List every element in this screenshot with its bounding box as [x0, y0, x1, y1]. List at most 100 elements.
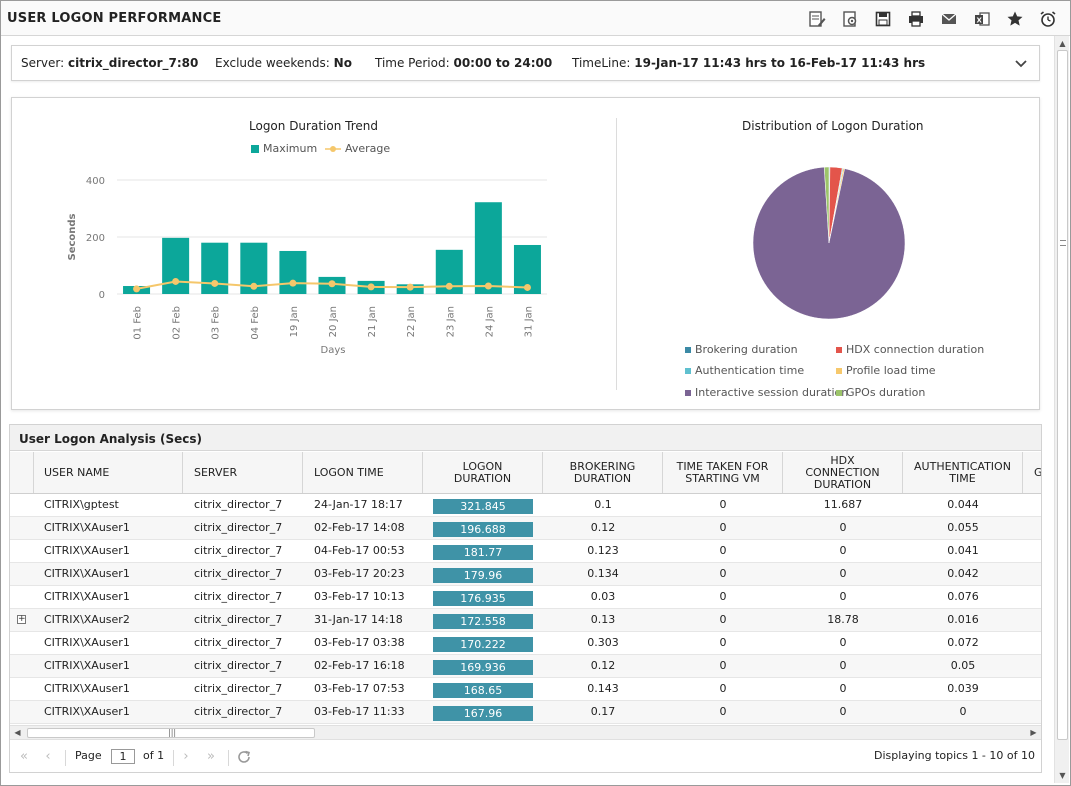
table-row[interactable]: CITRIX\XAuser1 citrix_director_7 03-Feb-17…	[10, 586, 1041, 609]
y-tick-label: 400	[86, 176, 105, 187]
print-button[interactable]	[899, 8, 932, 30]
timeline-value: 19-Jan-17 11:43 hrs to 16-Feb-17 11:43 h…	[634, 56, 926, 70]
table-row[interactable]: CITRIX\XAuser1 citrix_director_7 02-Feb-17…	[10, 517, 1041, 540]
average-point-04-feb	[250, 282, 258, 290]
pagination-bar: « ‹ Page 1 of 1 › » Displaying topics 1 …	[10, 743, 1041, 772]
cell-user-name: CITRIX\XAuser1	[44, 636, 130, 649]
column-header-expander	[10, 452, 34, 493]
table-row[interactable]: CITRIX\XAuser1 citrix_director_7 03-Feb-17…	[10, 632, 1041, 655]
first-page-icon[interactable]: «	[20, 749, 28, 764]
table-row[interactable]: CITRIX\XAuser1 citrix_director_7 04-Feb-17…	[10, 540, 1041, 563]
table-row[interactable]: + CITRIX\XAuser2 citrix_director_7 31-Jan-1…	[10, 609, 1041, 632]
cell-brokering-duration: 0.12	[590, 659, 616, 672]
horizontal-scroll-thumb[interactable]: |||	[27, 728, 315, 738]
column-header-brokering-duration[interactable]: BROKERING DURATION	[543, 452, 663, 493]
save-button[interactable]	[866, 8, 899, 30]
y-tick-label: 200	[86, 233, 105, 244]
cell-authentication-time: 0.072	[947, 636, 979, 649]
cell-user-name: CITRIX\XAuser2	[44, 613, 130, 626]
cell-starting-vm: 0	[719, 567, 727, 580]
column-header-logon-time[interactable]: LOGON TIME	[303, 452, 423, 493]
scroll-down-arrow-icon[interactable]: ▼	[1059, 771, 1066, 780]
cell-server: citrix_director_7	[194, 705, 283, 718]
legend-brokering[interactable]: Brokering duration	[685, 343, 798, 356]
scroll-up-arrow-icon[interactable]: ▲	[1059, 39, 1066, 48]
table-row[interactable]: CITRIX\XAuser1 citrix_director_7 03-Feb-17…	[10, 678, 1041, 701]
legend-swatch	[685, 389, 691, 396]
cell-starting-vm: 0	[719, 613, 727, 626]
chevron-down-icon[interactable]	[1013, 55, 1029, 71]
page-title: USER LOGON PERFORMANCE	[7, 11, 222, 26]
next-page-icon[interactable]: ›	[183, 749, 189, 764]
title-bar: USER LOGON PERFORMANCE X	[1, 1, 1070, 36]
column-header-hdx-connection[interactable]: HDX CONNECTION DURATION	[783, 452, 903, 493]
last-page-icon[interactable]: »	[207, 749, 215, 764]
legend-authentication-label: Authentication time	[695, 364, 805, 377]
cell-user-name: CITRIX\XAuser1	[44, 659, 130, 672]
schedule-button[interactable]	[1031, 8, 1064, 30]
legend-swatch	[685, 346, 691, 353]
cell-logon-time: 02-Feb-17 16:18	[314, 659, 405, 672]
legend-maximum[interactable]: Maximum	[251, 142, 317, 155]
table-row[interactable]: CITRIX\XAuser1 citrix_director_7 03-Feb-17…	[10, 701, 1041, 724]
export-excel-button[interactable]: X	[965, 8, 998, 30]
x-tick-label: 31 Jan	[523, 306, 534, 337]
logon-duration-bar: 170.222	[433, 637, 533, 652]
page-number-input[interactable]: 1	[111, 749, 135, 764]
cell-authentication-time: 0.016	[947, 613, 979, 626]
vertical-scroll-thumb[interactable]	[1057, 50, 1068, 740]
previous-page-icon[interactable]: ‹	[45, 749, 51, 764]
table-row[interactable]: CITRIX\gptest citrix_director_7 24-Jan-17 …	[10, 494, 1041, 517]
cell-logon-time: 24-Jan-17 18:17	[314, 498, 403, 511]
cell-logon-time: 03-Feb-17 07:53	[314, 682, 405, 695]
pie-slice-interactive-session-duration[interactable]	[752, 166, 906, 320]
legend-average[interactable]: Average	[325, 142, 390, 155]
horizontal-scrollbar[interactable]: ◀ ||| ▶	[10, 725, 1041, 740]
cell-brokering-duration: 0.17	[590, 705, 616, 718]
legend-swatch	[836, 389, 842, 396]
page-label: Page	[75, 749, 102, 762]
cell-brokering-duration: 0.12	[590, 521, 616, 534]
cell-authentication-time: 0	[959, 705, 967, 718]
legend-hdx[interactable]: HDX connection duration	[836, 343, 984, 356]
scroll-left-arrow-icon[interactable]: ◀	[14, 728, 21, 737]
refresh-icon[interactable]	[236, 749, 252, 765]
email-button[interactable]	[932, 8, 965, 30]
legend-authentication[interactable]: Authentication time	[685, 364, 804, 377]
column-header-logon-duration[interactable]: LOGON DURATION	[423, 452, 543, 493]
column-header-starting-vm[interactable]: TIME TAKEN FOR STARTING VM	[663, 452, 783, 493]
legend-line-swatch	[325, 145, 341, 152]
pie-slice-gpos-duration[interactable]	[823, 166, 830, 244]
favorite-button[interactable]	[998, 8, 1031, 30]
charts-panel: Logon Duration Trend Maximum Average 0 20…	[11, 97, 1040, 410]
legend-profile[interactable]: Profile load time	[836, 364, 936, 377]
period-value: 00:00 to 24:00	[453, 56, 553, 70]
table-row[interactable]: CITRIX\XAuser1 citrix_director_7 03-Feb-17…	[10, 563, 1041, 586]
cell-hdx-connection: 0	[839, 682, 847, 695]
grip-icon	[1060, 240, 1066, 246]
legend-gpos[interactable]: GPOs duration	[836, 386, 925, 399]
legend-interactive[interactable]: Interactive session duration	[685, 386, 848, 399]
vertical-scrollbar[interactable]: ▲ ▼	[1054, 36, 1069, 783]
column-header-user-name[interactable]: USER NAME	[34, 452, 183, 493]
edit-report-button[interactable]	[800, 8, 833, 30]
average-point-31-jan	[523, 283, 531, 291]
config-icon	[842, 11, 856, 27]
page-count-label: of 1	[143, 749, 165, 762]
column-header-truncated[interactable]: G	[1023, 452, 1041, 493]
scroll-right-arrow-icon[interactable]: ▶	[1030, 728, 1037, 737]
cell-hdx-connection: 0	[839, 521, 847, 534]
period-label: Time Period:	[375, 56, 450, 70]
column-header-server[interactable]: SERVER	[183, 452, 303, 493]
cell-server: citrix_director_7	[194, 544, 283, 557]
cell-server: citrix_director_7	[194, 498, 283, 511]
cell-server: citrix_director_7	[194, 682, 283, 695]
expand-row-icon[interactable]: +	[17, 614, 26, 624]
column-header-authentication-time[interactable]: AUTHENTICATION TIME	[903, 452, 1023, 493]
cell-server: citrix_director_7	[194, 521, 283, 534]
config-button[interactable]	[833, 8, 866, 30]
table-row[interactable]: CITRIX\XAuser1 citrix_director_7 02-Feb-17…	[10, 655, 1041, 678]
logon-duration-bar: 179.96	[433, 568, 533, 583]
x-tick-label: 19 Jan	[289, 306, 300, 337]
server-filter: Server: citrix_director_7:80	[21, 56, 198, 70]
